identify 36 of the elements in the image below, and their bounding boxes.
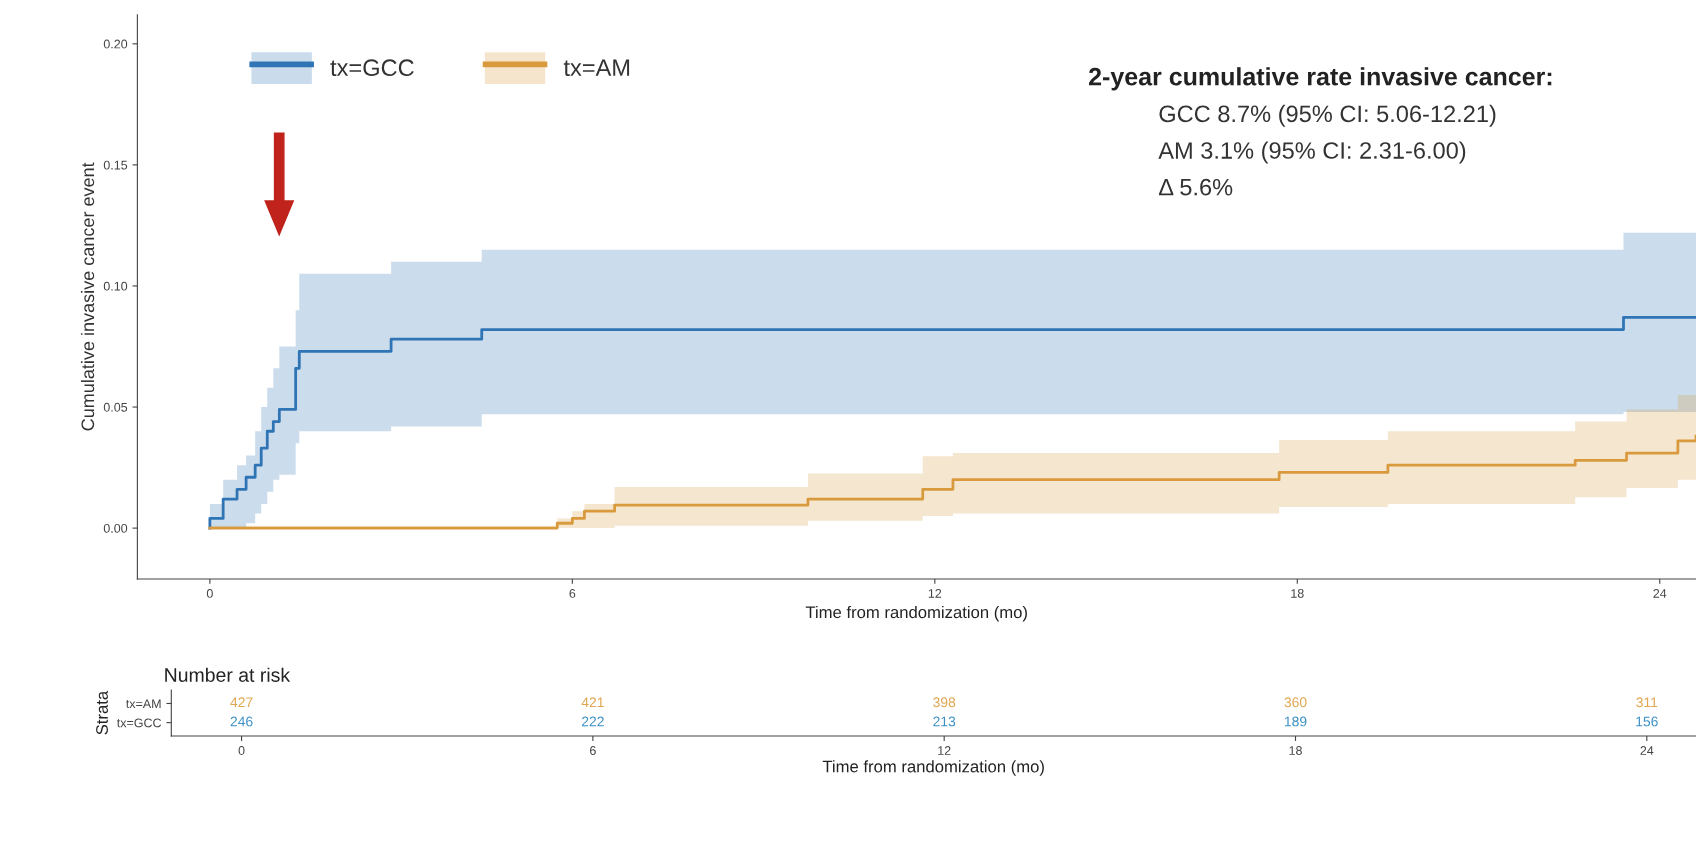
y-tick-label: 0.00 bbox=[103, 523, 128, 533]
x-tick-label: 12 bbox=[928, 589, 942, 598]
y-axis-title: Strata bbox=[96, 690, 108, 735]
x-tick-label: 18 bbox=[1289, 746, 1302, 755]
y-tick-label: 0.10 bbox=[103, 281, 128, 291]
data-label: 246 bbox=[230, 716, 253, 727]
x-tick-label: 6 bbox=[569, 589, 576, 598]
x-tick-label: 24 bbox=[1653, 589, 1667, 598]
annotation: 2-year cumulative rate invasive cancer: bbox=[1089, 67, 1552, 91]
x-tick-label: 24 bbox=[1640, 746, 1654, 755]
data-label: 398 bbox=[933, 697, 956, 708]
legend-label: tx=AM bbox=[563, 59, 630, 77]
annotation: AM 3.1% (95% CI: 2.31-6.00) bbox=[1158, 141, 1466, 164]
legend-label: tx=GCC bbox=[330, 59, 414, 77]
y-tick-label: 0.05 bbox=[103, 402, 128, 412]
data-label: 213 bbox=[933, 716, 956, 727]
x-tick-label: 12 bbox=[938, 746, 951, 755]
data-label: 360 bbox=[1284, 697, 1307, 708]
data-label: 427 bbox=[230, 697, 253, 708]
x-tick-label: 6 bbox=[590, 746, 596, 755]
x-axis-title: Time from randomization (mo) bbox=[822, 760, 1044, 776]
y-axis-title: Cumulative invasive cancer event bbox=[80, 162, 95, 431]
x-axis-title: Time from randomization (mo) bbox=[805, 605, 1027, 622]
annotation: GCC 8.7% (95% CI: 5.06-12.21) bbox=[1159, 104, 1496, 127]
x-tick-label: 18 bbox=[1291, 589, 1304, 598]
data-label: 311 bbox=[1636, 697, 1658, 708]
y-tick-label: 0.20 bbox=[103, 39, 128, 49]
x-tick-label: 0 bbox=[206, 589, 213, 598]
x-tick-label: 0 bbox=[238, 746, 245, 755]
data-label: 189 bbox=[1284, 716, 1307, 727]
y-tick-label: 0.15 bbox=[103, 160, 128, 170]
data-label: 421 bbox=[581, 697, 604, 708]
data-label: 222 bbox=[581, 716, 604, 727]
annotation: Δ 5.6% bbox=[1158, 178, 1233, 196]
data-label: 156 bbox=[1636, 716, 1658, 727]
chart-title: Number at risk bbox=[165, 667, 291, 682]
